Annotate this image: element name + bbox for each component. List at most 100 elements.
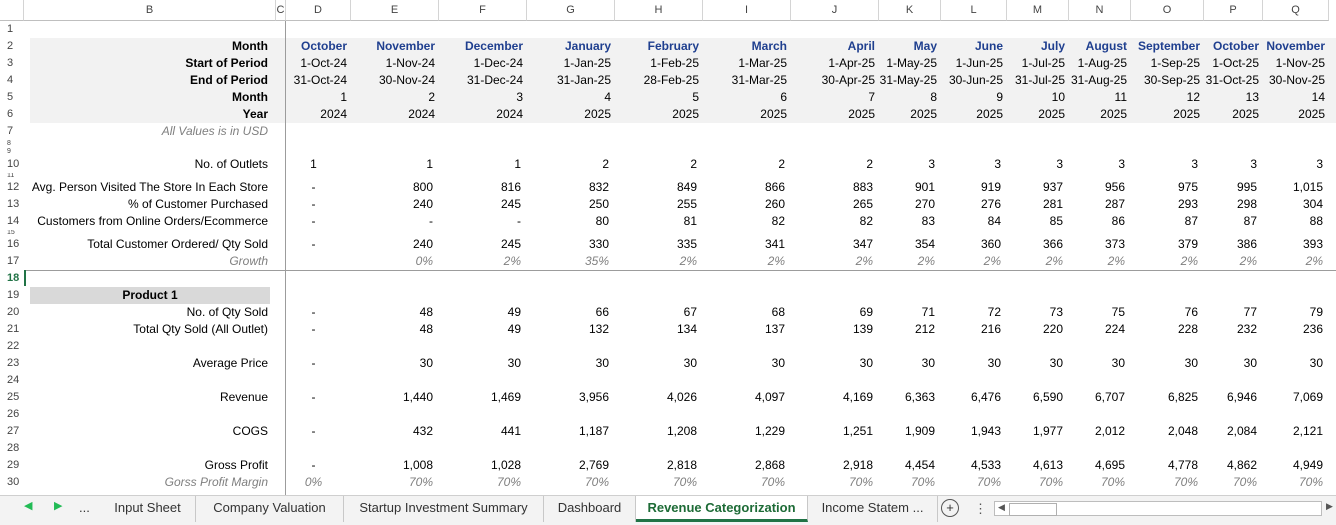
value-avg-price-cell[interactable]: 30 xyxy=(1309,356,1323,370)
row-header-6[interactable]: 6 xyxy=(7,108,14,120)
value-avg-price-cell[interactable]: 30 xyxy=(859,356,873,370)
value-pct-purchased-cell[interactable]: 265 xyxy=(852,197,873,211)
row-header-26[interactable]: 26 xyxy=(7,408,20,420)
row-label-month[interactable]: Month xyxy=(232,39,268,53)
row-header-7[interactable]: 7 xyxy=(7,125,14,137)
value-total-customer-cell[interactable]: 360 xyxy=(980,237,1001,251)
value-cogs-cell[interactable]: - xyxy=(311,424,316,438)
column-header-g[interactable]: G xyxy=(527,0,615,21)
header-month-cell[interactable]: March xyxy=(751,39,787,53)
value-avg-person-cell[interactable]: 937 xyxy=(1042,180,1063,194)
header-end-cell[interactable]: 28-Feb-25 xyxy=(643,73,699,87)
value-gross-margin-cell[interactable]: 70% xyxy=(1298,475,1323,489)
value-avg-person-cell[interactable]: 866 xyxy=(764,180,785,194)
header-month-cell[interactable]: December xyxy=(464,39,523,53)
column-header-k[interactable]: K xyxy=(879,0,941,21)
sheet-tab-income-statem[interactable]: Income Statem ... xyxy=(808,496,938,522)
value-cogs-cell[interactable]: 1,977 xyxy=(1032,424,1063,438)
value-total-qty-cell[interactable]: 212 xyxy=(914,322,935,336)
value-outlets-cell[interactable]: 3 xyxy=(994,157,1001,171)
row-header-24[interactable]: 24 xyxy=(7,374,20,386)
row-label-month-num[interactable]: Month xyxy=(232,90,268,104)
row-header-12[interactable]: 12 xyxy=(7,181,20,193)
value-total-customer-cell[interactable]: 341 xyxy=(764,237,785,251)
value-growth-cell[interactable]: 2% xyxy=(679,254,697,268)
row-label-start[interactable]: Start of Period xyxy=(185,56,268,70)
row-label-pct-purchased[interactable]: % of Customer Purchased xyxy=(127,197,268,211)
row-header-10[interactable]: 10 xyxy=(7,158,20,170)
header-end-cell[interactable]: 31-Aug-25 xyxy=(1070,73,1127,87)
header-month-num-cell[interactable]: 6 xyxy=(780,90,787,104)
header-month-num-cell[interactable]: 5 xyxy=(692,90,699,104)
value-revenue-cell[interactable]: 6,707 xyxy=(1094,390,1125,404)
column-header-j[interactable]: J xyxy=(791,0,879,21)
header-end-cell[interactable]: 30-Apr-25 xyxy=(821,73,875,87)
value-gross-profit-cell[interactable]: 4,949 xyxy=(1292,458,1323,472)
value-qty-sold-cell[interactable]: 73 xyxy=(1049,305,1063,319)
tab-scroll-right-icon[interactable]: ▶ xyxy=(54,500,63,512)
header-month-cell[interactable]: November xyxy=(376,39,435,53)
value-qty-sold-cell[interactable]: 72 xyxy=(987,305,1001,319)
tab-overflow-button[interactable]: ... xyxy=(79,500,90,515)
row-header-5[interactable]: 5 xyxy=(7,91,14,103)
value-pct-purchased-cell[interactable]: 245 xyxy=(500,197,521,211)
value-total-customer-cell[interactable]: 386 xyxy=(1236,237,1257,251)
value-growth-cell[interactable]: 35% xyxy=(584,254,609,268)
value-avg-price-cell[interactable]: 30 xyxy=(595,356,609,370)
value-online-cell[interactable]: 85 xyxy=(1049,214,1063,228)
value-total-customer-cell[interactable]: 330 xyxy=(588,237,609,251)
row-label-year[interactable]: Year xyxy=(242,107,268,121)
value-revenue-cell[interactable]: 4,169 xyxy=(842,390,873,404)
header-start-cell[interactable]: 1-May-25 xyxy=(886,56,937,70)
value-avg-price-cell[interactable]: 30 xyxy=(683,356,697,370)
value-qty-sold-cell[interactable]: 79 xyxy=(1309,305,1323,319)
column-header-m[interactable]: M xyxy=(1007,0,1069,21)
row-header-15[interactable]: 15 xyxy=(7,230,15,236)
value-pct-purchased-cell[interactable]: 281 xyxy=(1042,197,1063,211)
row-header-27[interactable]: 27 xyxy=(7,425,20,437)
row-header-13[interactable]: 13 xyxy=(7,198,20,210)
value-cogs-cell[interactable]: 432 xyxy=(412,424,433,438)
header-start-cell[interactable]: 1-Nov-24 xyxy=(385,56,435,70)
value-gross-margin-cell[interactable]: 70% xyxy=(1173,475,1198,489)
column-header-b[interactable]: B xyxy=(24,0,276,21)
value-gross-margin-cell[interactable]: 70% xyxy=(672,475,697,489)
value-revenue-cell[interactable]: 7,069 xyxy=(1292,390,1323,404)
value-gross-margin-cell[interactable]: 70% xyxy=(1038,475,1063,489)
value-qty-sold-cell[interactable]: 49 xyxy=(507,305,521,319)
value-avg-person-cell[interactable]: 995 xyxy=(1236,180,1257,194)
value-gross-margin-cell[interactable]: 70% xyxy=(848,475,873,489)
value-online-cell[interactable]: 88 xyxy=(1309,214,1323,228)
header-end-cell[interactable]: 31-Oct-25 xyxy=(1205,73,1259,87)
header-start-cell[interactable]: 1-Apr-25 xyxy=(828,56,875,70)
value-avg-price-cell[interactable]: 30 xyxy=(1049,356,1063,370)
value-total-qty-cell[interactable]: 48 xyxy=(419,322,433,336)
value-gross-profit-cell[interactable]: 4,862 xyxy=(1226,458,1257,472)
header-start-cell[interactable]: 1-Jun-25 xyxy=(955,56,1003,70)
row-header-20[interactable]: 20 xyxy=(7,306,20,318)
value-gross-profit-cell[interactable]: 4,778 xyxy=(1167,458,1198,472)
value-cogs-cell[interactable]: 2,012 xyxy=(1094,424,1125,438)
value-avg-price-cell[interactable]: 30 xyxy=(1184,356,1198,370)
value-cogs-cell[interactable]: 2,048 xyxy=(1167,424,1198,438)
value-revenue-cell[interactable]: 6,363 xyxy=(904,390,935,404)
value-avg-person-cell[interactable]: - xyxy=(311,180,316,194)
value-outlets-cell[interactable]: 3 xyxy=(1250,157,1257,171)
value-outlets-cell[interactable]: 1 xyxy=(514,157,521,171)
value-avg-person-cell[interactable]: 919 xyxy=(980,180,1001,194)
header-month-num-cell[interactable]: 9 xyxy=(996,90,1003,104)
header-start-cell[interactable]: 1-Dec-24 xyxy=(473,56,523,70)
value-growth-cell[interactable]: 2% xyxy=(1107,254,1125,268)
row-label-total-qty[interactable]: Total Qty Sold (All Outlet) xyxy=(133,322,268,336)
value-gross-profit-cell[interactable]: 4,454 xyxy=(904,458,935,472)
horizontal-scrollbar[interactable]: ◀ xyxy=(994,501,1322,516)
header-year-cell[interactable]: 2025 xyxy=(584,107,611,121)
row-header-16[interactable]: 16 xyxy=(7,238,20,250)
value-qty-sold-cell[interactable]: 48 xyxy=(419,305,433,319)
row-label-gross-margin[interactable]: Gorss Profit Margin xyxy=(164,475,268,489)
column-header-i[interactable]: I xyxy=(703,0,791,21)
value-online-cell[interactable]: - xyxy=(311,214,316,228)
value-cogs-cell[interactable]: 1,909 xyxy=(904,424,935,438)
value-growth-cell[interactable]: 2% xyxy=(1180,254,1198,268)
